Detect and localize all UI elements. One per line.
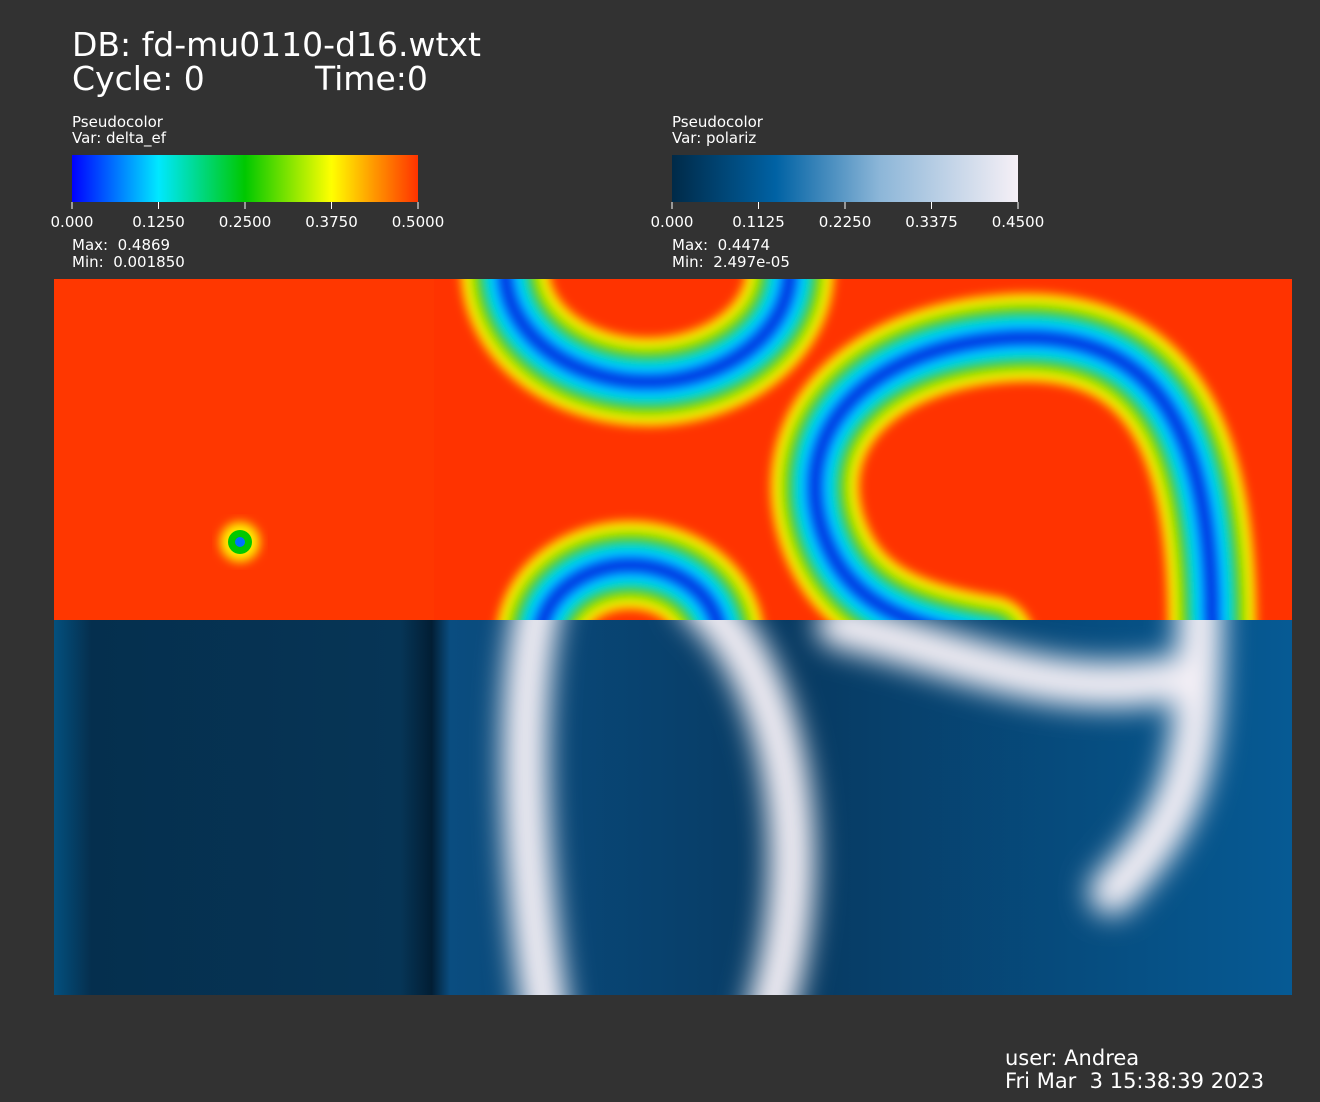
- contour-band: [539, 561, 721, 620]
- tick-label: 0.1250: [132, 213, 185, 231]
- legend-max: Max: 0.4474: [672, 236, 770, 254]
- cycle-label: Cycle: 0: [72, 59, 205, 98]
- color-bar: [672, 155, 1018, 202]
- legend-variable: Var: delta_ef: [72, 129, 167, 148]
- contour-band: [810, 333, 1216, 620]
- tick-label: 0.4500: [992, 213, 1045, 231]
- legend-min: Min: 2.497e-05: [672, 253, 790, 271]
- tick-label: 0.2500: [219, 213, 272, 231]
- tick-label: 0.000: [51, 213, 94, 231]
- tick-label: 0.3750: [305, 213, 358, 231]
- tick-label: 0.000: [651, 213, 694, 231]
- database-label: DB: fd-mu0110-d16.wtxt: [72, 25, 481, 64]
- legend-plot: Pseudocolor: [672, 113, 764, 131]
- legend-max: Max: 0.4869: [72, 236, 170, 254]
- user-label: user: Andrea: [1005, 1046, 1139, 1070]
- tick-label: 0.3375: [905, 213, 958, 231]
- time-label: Time:0: [314, 59, 428, 98]
- polariz-plot: [54, 620, 1292, 995]
- tick-label: 0.1125: [732, 213, 785, 231]
- contour-band: [501, 279, 794, 386]
- legend-min: Min: 0.001850: [72, 253, 185, 271]
- legend-variable: Var: polariz: [672, 129, 756, 147]
- delta-ef-plot: [54, 279, 1292, 620]
- date-label: Fri Mar 3 15:38:39 2023: [1005, 1069, 1264, 1093]
- tick-label: 0.5000: [392, 213, 445, 231]
- color-bar: [72, 155, 418, 202]
- legend-plot: Pseudocolor: [72, 113, 164, 131]
- tick-label: 0.2250: [819, 213, 872, 231]
